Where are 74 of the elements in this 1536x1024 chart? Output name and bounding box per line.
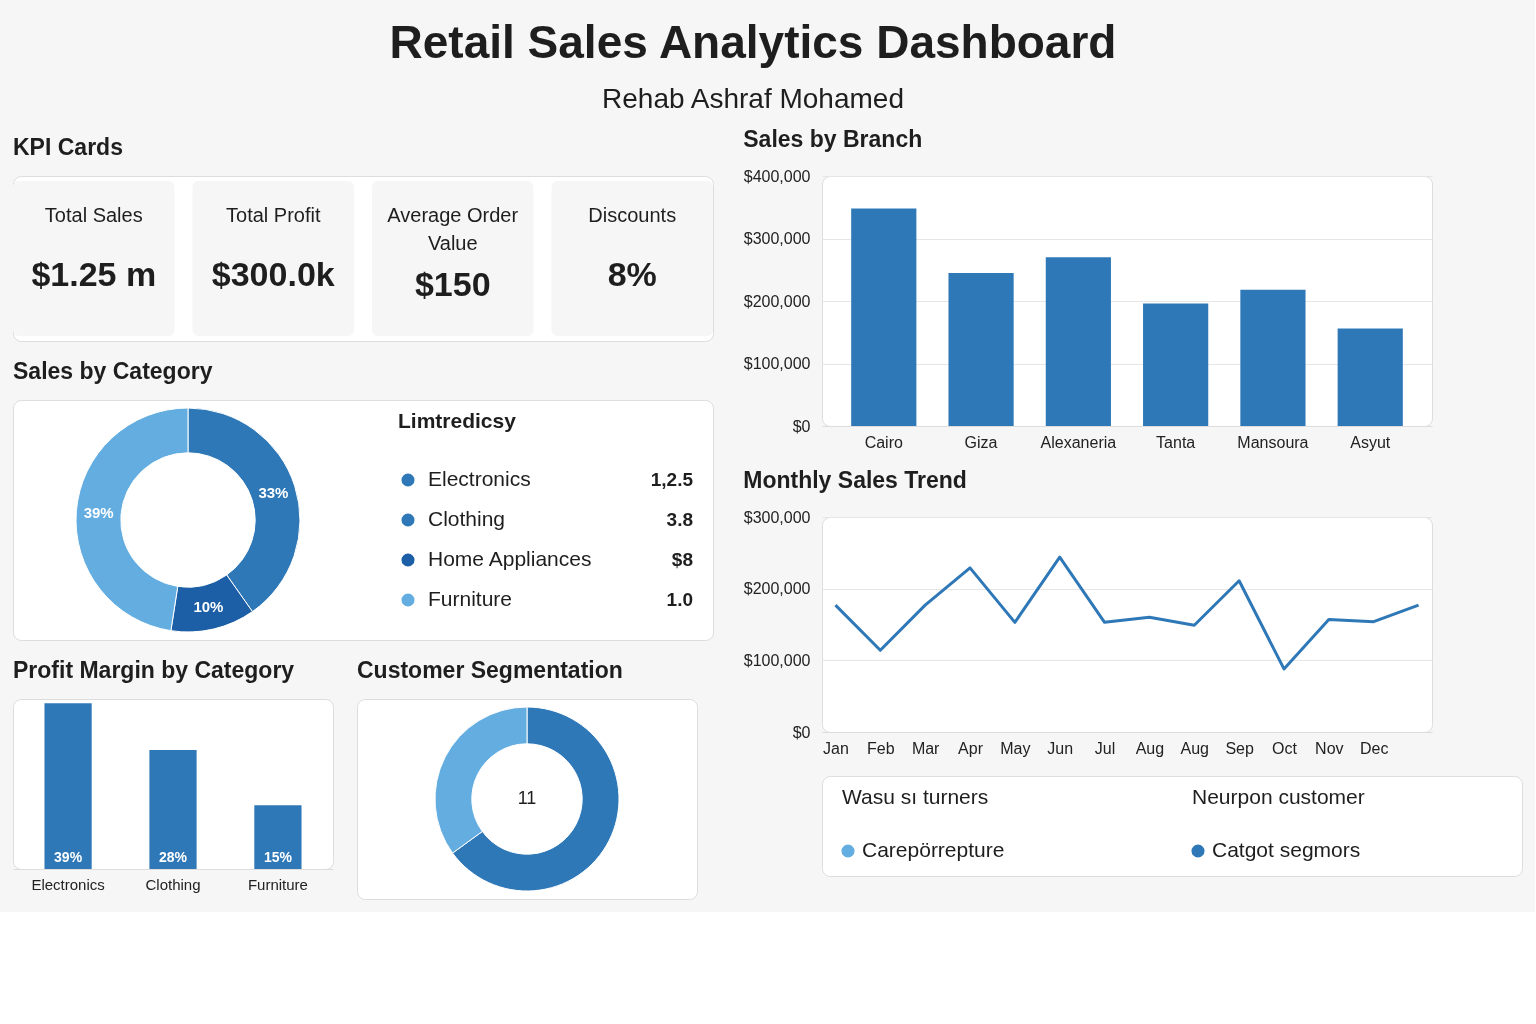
data-label: 39%: [54, 849, 83, 865]
line-series: [833, 555, 1421, 671]
text: Neurpon customer: [1192, 785, 1365, 808]
legend-label: Clothing: [428, 507, 506, 530]
x-tick-label: Asyut: [1350, 433, 1391, 451]
y-tick-label: $100,000: [743, 355, 811, 372]
x-tick-label: Cairo: [864, 433, 903, 451]
bar: [948, 272, 1014, 426]
data-label: 33%: [258, 483, 289, 501]
x-tick-label: Apr: [958, 739, 984, 757]
x-tick-label: Alexaneria: [1040, 433, 1117, 451]
data-label: 10%: [193, 598, 224, 616]
data-label: 15%: [263, 849, 293, 865]
text: 3.8: [666, 509, 693, 530]
chart-title: Customer Segmentation: [357, 657, 623, 683]
text: Total Sales: [44, 204, 143, 226]
bar: [1240, 289, 1306, 426]
text: Total Profit: [226, 204, 321, 226]
data-label: 28%: [158, 849, 188, 865]
y-tick-label: $200,000: [743, 292, 811, 310]
y-tick-label: $0: [792, 417, 811, 435]
x-tick-label: Electronics: [31, 875, 105, 893]
x-tick-label: Giza: [964, 433, 998, 451]
text: Discounts: [588, 204, 677, 226]
chart-title: Sales by Branch: [743, 126, 923, 152]
bar: [1337, 328, 1403, 426]
legend-label: Furniture: [428, 587, 513, 610]
data-label: 39%: [83, 504, 114, 522]
bar: [1143, 303, 1209, 426]
text: 1,2.5: [650, 469, 694, 490]
x-tick-label: Dec: [1359, 739, 1389, 757]
legend-title: Limtredicsy: [398, 409, 517, 432]
x-tick-label: Jan: [823, 739, 849, 757]
legend-label: Carepörrepture: [862, 838, 1005, 861]
text: Retail Sales Analytics Dashboard: [389, 16, 1117, 68]
legend-label: Electronics: [428, 467, 531, 490]
x-tick-label: Mansoura: [1237, 433, 1309, 451]
text: Rehab Ashraf Mohamed: [602, 83, 904, 114]
x-tick-label: Sep: [1225, 739, 1254, 757]
x-tick-label: Oct: [1272, 739, 1298, 757]
y-tick-label: $200,000: [743, 580, 811, 598]
text: $8: [671, 549, 693, 570]
legend-label: Home Appliances: [428, 547, 592, 570]
x-tick-label: Jun: [1047, 739, 1074, 757]
x-tick-label: May: [1000, 739, 1031, 757]
x-tick-label: Nov: [1315, 739, 1344, 757]
x-tick-label: Clothing: [145, 875, 201, 893]
x-tick-label: Aug: [1180, 739, 1210, 757]
text: 8%: [607, 255, 657, 293]
y-tick-label: $300,000: [743, 230, 811, 247]
x-tick-label: Mar: [911, 739, 941, 757]
x-tick-label: Furniture: [247, 875, 308, 893]
y-tick-label: $0: [792, 723, 811, 741]
bar: [1045, 257, 1111, 426]
text: KPI Cards: [13, 134, 123, 160]
y-tick-label: $100,000: [743, 651, 811, 669]
x-tick-label: Aug: [1135, 739, 1165, 757]
text: Average Order Value: [387, 204, 519, 254]
y-tick-label: $300,000: [743, 508, 811, 526]
text: $1.25 m: [31, 255, 157, 293]
chart-title: Profit Margin by Category: [13, 657, 295, 683]
x-tick-label: Feb: [867, 739, 895, 757]
chart-title: Monthly Sales Trend: [743, 467, 967, 493]
y-tick-label: $400,000: [743, 167, 811, 185]
text: $150: [414, 265, 491, 303]
text: 11: [517, 788, 537, 808]
x-tick-label: Tanta: [1156, 433, 1196, 451]
text: 1.0: [666, 589, 693, 610]
x-tick-label: Jul: [1094, 739, 1116, 757]
bar: [851, 208, 917, 426]
legend-label: Catgot segmors: [1212, 838, 1361, 861]
chart-title: Sales by Category: [13, 358, 213, 384]
text: $300.0k: [211, 255, 335, 293]
text: Wasu sı turners: [842, 785, 989, 808]
